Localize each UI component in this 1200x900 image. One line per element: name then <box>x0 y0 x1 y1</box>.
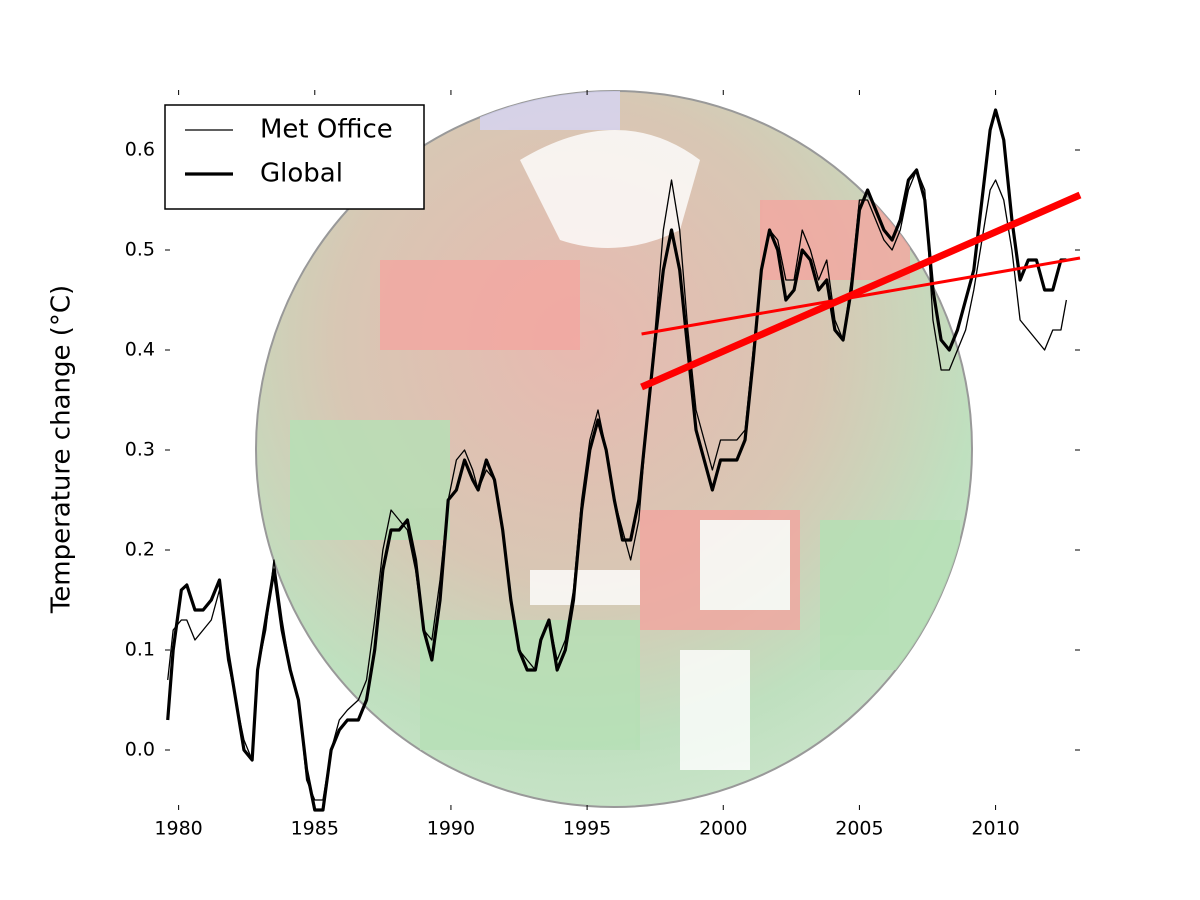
x-tick-label: 2000 <box>699 818 747 840</box>
legend-label: Met Office <box>260 115 393 145</box>
legend: Met Office Global <box>164 104 425 210</box>
y-tick-label: 0.1 <box>125 639 155 661</box>
legend-box <box>164 104 425 210</box>
x-tick-label: 2010 <box>971 818 1019 840</box>
y-tick-label: 0.6 <box>125 139 155 161</box>
y-tick-label: 0.4 <box>125 339 155 361</box>
y-tick-label: 0.3 <box>125 439 155 461</box>
x-tick-label: 1990 <box>427 818 475 840</box>
trend-line <box>640 191 1082 391</box>
axes: 1980 1985 1990 1995 2000 2005 2010 0.0 0.1 0.2 0.3… <box>125 90 1080 840</box>
plot-marks <box>166 108 1082 812</box>
x-tick-label: 1985 <box>291 818 339 840</box>
x-tick-label: 2005 <box>835 818 883 840</box>
y-tick-label: 0.0 <box>125 739 155 761</box>
y-tick-label: 0.5 <box>125 239 155 261</box>
y-axis-label: Temperature change (°C) <box>47 285 77 614</box>
y-tick-label: 0.2 <box>125 539 155 561</box>
x-tick-label: 1980 <box>154 818 202 840</box>
trend-line <box>641 256 1081 336</box>
x-tick-label: 1995 <box>563 818 611 840</box>
legend-label: Global <box>260 159 343 189</box>
series-line <box>166 108 1067 812</box>
